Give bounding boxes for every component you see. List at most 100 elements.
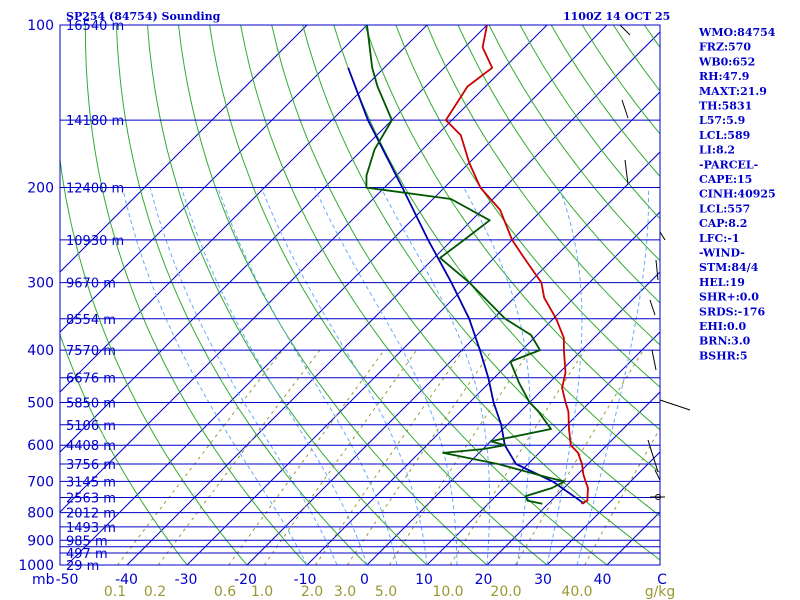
sounding-profiles [347, 25, 589, 505]
temp-tick-5: 0 [360, 572, 369, 588]
isotherm-30 [546, 451, 660, 565]
index-11: CINH:40925 [699, 188, 776, 201]
height-label-7: 6676 m [66, 372, 116, 387]
height-label-5: 8554 m [66, 313, 116, 328]
dry-adiabat-60 [302, 25, 660, 517]
height-label-17: 497 m [66, 547, 108, 562]
isotherm-lines [60, 25, 660, 565]
pressure-labels: 100 200 300 400 500 600 700 800 900 1000 [18, 18, 54, 574]
pressure-label-400: 400 [27, 343, 54, 359]
isotherm--80 [60, 25, 428, 393]
plot-frame [59, 24, 661, 566]
isotherm-0 [366, 271, 660, 565]
moist-adiabat--5 [149, 187, 338, 565]
wind-barb-300 [655, 259, 659, 281]
mixing-ratio-tick-0: 0.1 [104, 584, 126, 600]
pressure-label-300: 300 [27, 276, 54, 292]
index-0: WMO:84754 [698, 26, 776, 39]
index-8: LI:8.2 [699, 144, 735, 157]
chart-title-right: 1100Z 14 OCT 25 [563, 10, 670, 23]
height-label-15: 1493 m [66, 521, 116, 536]
mixing-ratio-tick-9: 40.0 [561, 584, 592, 600]
index-2: WB0:652 [698, 55, 755, 68]
mixing-ratio-0.2 [157, 349, 321, 565]
wind-barb-500 [659, 399, 691, 411]
dry-adiabat-40 [240, 25, 608, 565]
wind-barb-350 [649, 299, 656, 316]
height-label-9: 5106 m [66, 419, 116, 434]
mixing-ratio-tick-7: 10.0 [432, 584, 463, 600]
mixing-ratio-tick-2: 0.6 [214, 584, 236, 600]
temp-tick-10: C [657, 572, 667, 588]
wind-barb-200 [624, 159, 629, 185]
mixing-ratio-tick-3: 1.0 [251, 584, 273, 600]
pressure-label-200: 200 [27, 181, 54, 197]
mixing-ratio-lines [117, 349, 660, 565]
isotherm-20 [486, 391, 660, 565]
height-label-16: 985 m [66, 534, 108, 549]
dry-adiabat-150 [581, 25, 660, 135]
isotherm--10 [306, 211, 660, 565]
index-14: LFC:-1 [699, 232, 740, 245]
mixing-ratio-tick-10: g/kg [645, 584, 676, 600]
height-label-8: 5850 m [66, 396, 116, 411]
isotherm--70 [60, 25, 488, 453]
dry-adiabat-20 [178, 25, 488, 565]
pressure-unit-label: mb [32, 572, 55, 588]
dry-adiabat-140 [550, 25, 660, 178]
isotherm--100 [60, 25, 308, 273]
isotherm-10 [426, 331, 660, 565]
index-15: -WIND- [699, 247, 745, 260]
dry-adiabat--10 [84, 25, 308, 565]
wind-barb-100 [619, 24, 631, 36]
index-5: TH:5831 [699, 100, 752, 113]
isobar-lines [60, 25, 660, 565]
index-6: L57:5.9 [699, 114, 745, 127]
index-9: -PARCEL- [699, 158, 758, 171]
pressure-label-1000: 1000 [18, 558, 54, 574]
index-10: CAPE:15 [699, 173, 752, 186]
mixing-ratio-tick-4: 2.0 [301, 584, 323, 600]
pressure-label-500: 500 [27, 395, 54, 411]
height-label-12: 3145 m [66, 475, 116, 490]
height-label-11: 3756 m [66, 458, 116, 473]
moist-adiabat-lines [122, 187, 649, 565]
index-17: HEL:19 [699, 276, 745, 289]
mixing-ratio-0.1 [117, 349, 283, 565]
index-7: LCL:589 [699, 129, 750, 142]
isotherm--40 [126, 31, 660, 565]
index-4: MAXT:21.9 [699, 85, 767, 98]
temp-tick-6: 10 [415, 572, 433, 588]
mixing-ratio-2 [315, 349, 464, 565]
mixing-ratio-tick-5: 3.0 [334, 584, 356, 600]
pressure-label-800: 800 [27, 506, 54, 522]
dry-adiabat-lines [60, 25, 660, 565]
temp-tick-8: 30 [534, 572, 552, 588]
isotherm--50 [66, 25, 608, 565]
parcel-trace [347, 67, 585, 505]
height-label-13: 2563 m [66, 492, 116, 507]
moist-adiabat-35 [576, 187, 649, 565]
index-3: RH:47.9 [699, 70, 749, 83]
temperature-trace [444, 25, 589, 505]
height-label-1: 14180 m [66, 114, 124, 129]
index-18: SHR+:0.0 [699, 291, 759, 304]
chart-title-left: SP254 (84754) Sounding [66, 10, 221, 23]
temp-tick-1: -40 [115, 572, 138, 588]
mixing-ratio-tick-6: 5.0 [375, 584, 397, 600]
temp-tick-3: -20 [234, 572, 257, 588]
wind-barb-400 [651, 349, 657, 371]
index-19: SRDS:-176 [699, 305, 766, 318]
height-label-3: 10930 m [66, 234, 124, 249]
wind-barb-600 [647, 439, 659, 473]
index-22: BSHR:5 [699, 349, 748, 362]
pressure-label-700: 700 [27, 474, 54, 490]
mixing-ratio-40 [584, 427, 660, 565]
height-label-14: 2012 m [66, 507, 116, 522]
dry-adiabat-50 [271, 25, 660, 561]
temp-tick-4: -10 [294, 572, 317, 588]
height-label-2: 12400 m [66, 182, 124, 197]
wind-barb-700 [654, 469, 661, 481]
mixing-ratio-tick-1: 0.2 [144, 584, 166, 600]
